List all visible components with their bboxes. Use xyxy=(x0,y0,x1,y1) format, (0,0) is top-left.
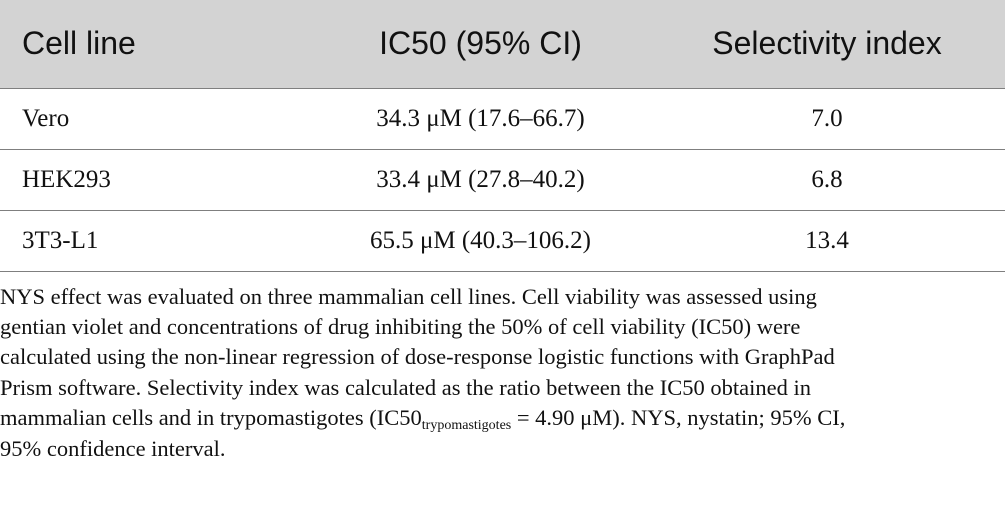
header-selectivity-index: Selectivity index xyxy=(712,25,942,62)
table-figure: Cell line IC50 (95% CI) Selectivity inde… xyxy=(0,0,1005,464)
selectivity-value: 13.4 xyxy=(805,226,849,254)
table-body: Vero 34.3 μM (17.6–66.7) 7.0 HEK293 33.4… xyxy=(0,88,1005,271)
footnote-line: 95% confidence interval. xyxy=(0,435,226,461)
ic50-value: 33.4 μM (27.8–40.2) xyxy=(376,165,585,193)
footnote-line: mammalian cells and in trypomastigotes (… xyxy=(0,403,1005,433)
header-ic50: IC50 (95% CI) xyxy=(379,25,582,62)
selectivity-value: 6.8 xyxy=(811,165,843,193)
footnote-line: NYS effect was evaluated on three mammal… xyxy=(0,283,817,309)
header-row: Cell line IC50 (95% CI) Selectivity inde… xyxy=(0,0,1005,88)
selectivity-value: 7.0 xyxy=(811,104,843,132)
table-row: 3T3-L1 65.5 μM (40.3–106.2) 13.4 xyxy=(0,210,1005,271)
cell-line-value: 3T3-L1 xyxy=(22,226,99,254)
footnote-line: calculated using the non-linear regressi… xyxy=(0,344,835,370)
table-footnote: NYS effect was evaluated on three mammal… xyxy=(0,282,1005,464)
footnote-subscript: trypomastigotes xyxy=(421,418,512,434)
cell-line-value: HEK293 xyxy=(22,165,111,193)
footnote-text: = 4.90 μM). NYS, nystatin; 95% CI, xyxy=(511,405,846,431)
ic50-value: 65.5 μM (40.3–106.2) xyxy=(369,226,592,254)
table-row: Vero 34.3 μM (17.6–66.7) 7.0 xyxy=(0,88,1005,149)
footnote-line: Prism software. Selectivity index was ca… xyxy=(0,374,812,400)
header-cell-line: Cell line xyxy=(22,25,136,62)
ic50-value: 34.3 μM (17.6–66.7) xyxy=(376,104,585,132)
footnote-text: mammalian cells and in trypomastigotes (… xyxy=(0,405,422,431)
table-header: Cell line IC50 (95% CI) Selectivity inde… xyxy=(0,0,1005,88)
table-row: HEK293 33.4 μM (27.8–40.2) 6.8 xyxy=(0,149,1005,210)
footnote-line: gentian violet and concentrations of dru… xyxy=(0,313,801,339)
cell-line-value: Vero xyxy=(22,104,70,132)
data-table: Cell line IC50 (95% CI) Selectivity inde… xyxy=(0,0,1005,271)
